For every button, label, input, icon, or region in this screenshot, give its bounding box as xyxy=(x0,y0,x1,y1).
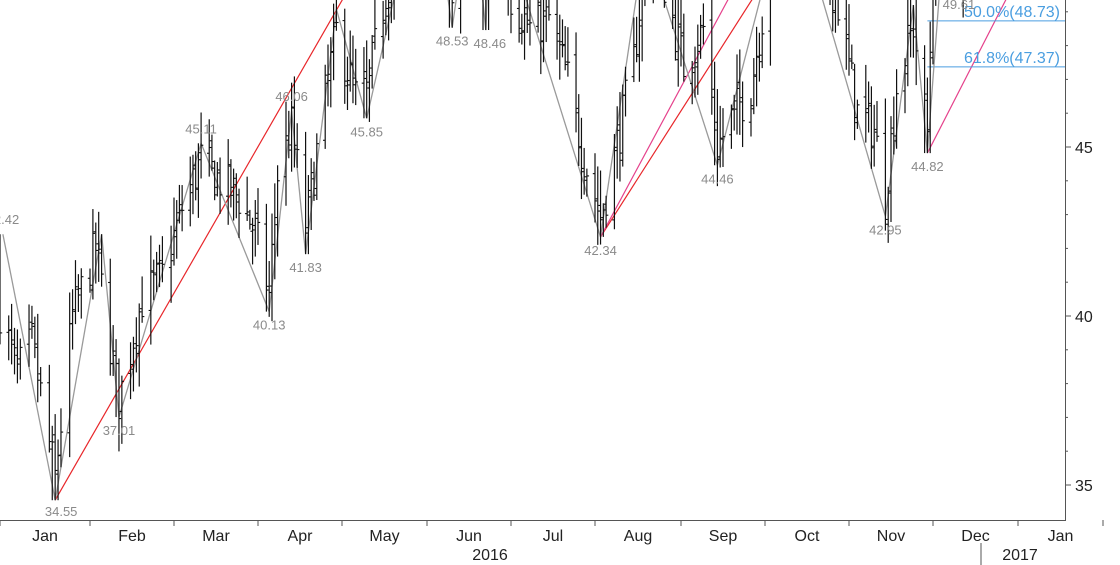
y-tick-label: 45 xyxy=(1075,140,1093,157)
swing-point-label: 40.13 xyxy=(253,318,286,333)
swing-point-label: 34.55 xyxy=(45,504,78,519)
x-month-label: Oct xyxy=(795,528,820,545)
swing-point-label: 48.46 xyxy=(474,36,507,51)
swing-point-label: 49.08 xyxy=(320,0,353,2)
chart-labels: 42.42 34.55 37.01 45.11 40.13 46.06 41.83 49.08… xyxy=(0,0,976,519)
swing-point-label: 45.11 xyxy=(185,121,217,136)
y-tick-label: 35 xyxy=(1075,478,1093,495)
x-month-label: Apr xyxy=(288,528,314,545)
swing-point-label: 48.53 xyxy=(436,34,469,49)
x-month-label: Feb xyxy=(118,528,146,545)
x-year-label: 2017 xyxy=(1002,547,1038,564)
x-month-label: Jan xyxy=(32,528,58,545)
swing-point-label: 41.83 xyxy=(289,260,322,275)
y-tick-label: 40 xyxy=(1075,309,1093,326)
x-month-label: Mar xyxy=(202,528,230,545)
x-month-label: May xyxy=(369,528,399,545)
x-month-label: Jul xyxy=(543,528,563,545)
x-month-label: Nov xyxy=(877,528,905,545)
swing-point-label: 37.01 xyxy=(103,423,136,438)
fib-level-label: 61.8%(47.37) xyxy=(964,50,1060,67)
trend-line xyxy=(600,0,753,238)
fibonacci-levels: 100.0%(61.56)161.8%(59.78)138.2%(57.32)6… xyxy=(927,4,1065,68)
axis-frame xyxy=(0,0,1066,521)
x-month-label: Sep xyxy=(709,528,738,545)
x-month-label: Jan xyxy=(1048,528,1074,545)
swing-point-label: 42.95 xyxy=(869,222,902,237)
x-year-label: 2016 xyxy=(472,547,508,564)
swing-point-label: 42.42 xyxy=(0,212,19,227)
x-month-label: Dec xyxy=(961,528,989,545)
swing-point-label: 44.46 xyxy=(701,171,734,186)
swing-point-label: 42.34 xyxy=(584,243,617,258)
x-month-label: Aug xyxy=(624,528,652,545)
x-month-label: Jun xyxy=(456,528,482,545)
swing-point-label: 46.06 xyxy=(275,89,308,104)
ohlc-bars xyxy=(0,0,964,501)
swing-point-label: 49.61 xyxy=(943,0,976,12)
swing-point-label: 44.82 xyxy=(911,159,944,174)
swing-point-label: 45.85 xyxy=(350,124,383,139)
fib-level-label: 50.0%(48.73) xyxy=(964,4,1060,21)
